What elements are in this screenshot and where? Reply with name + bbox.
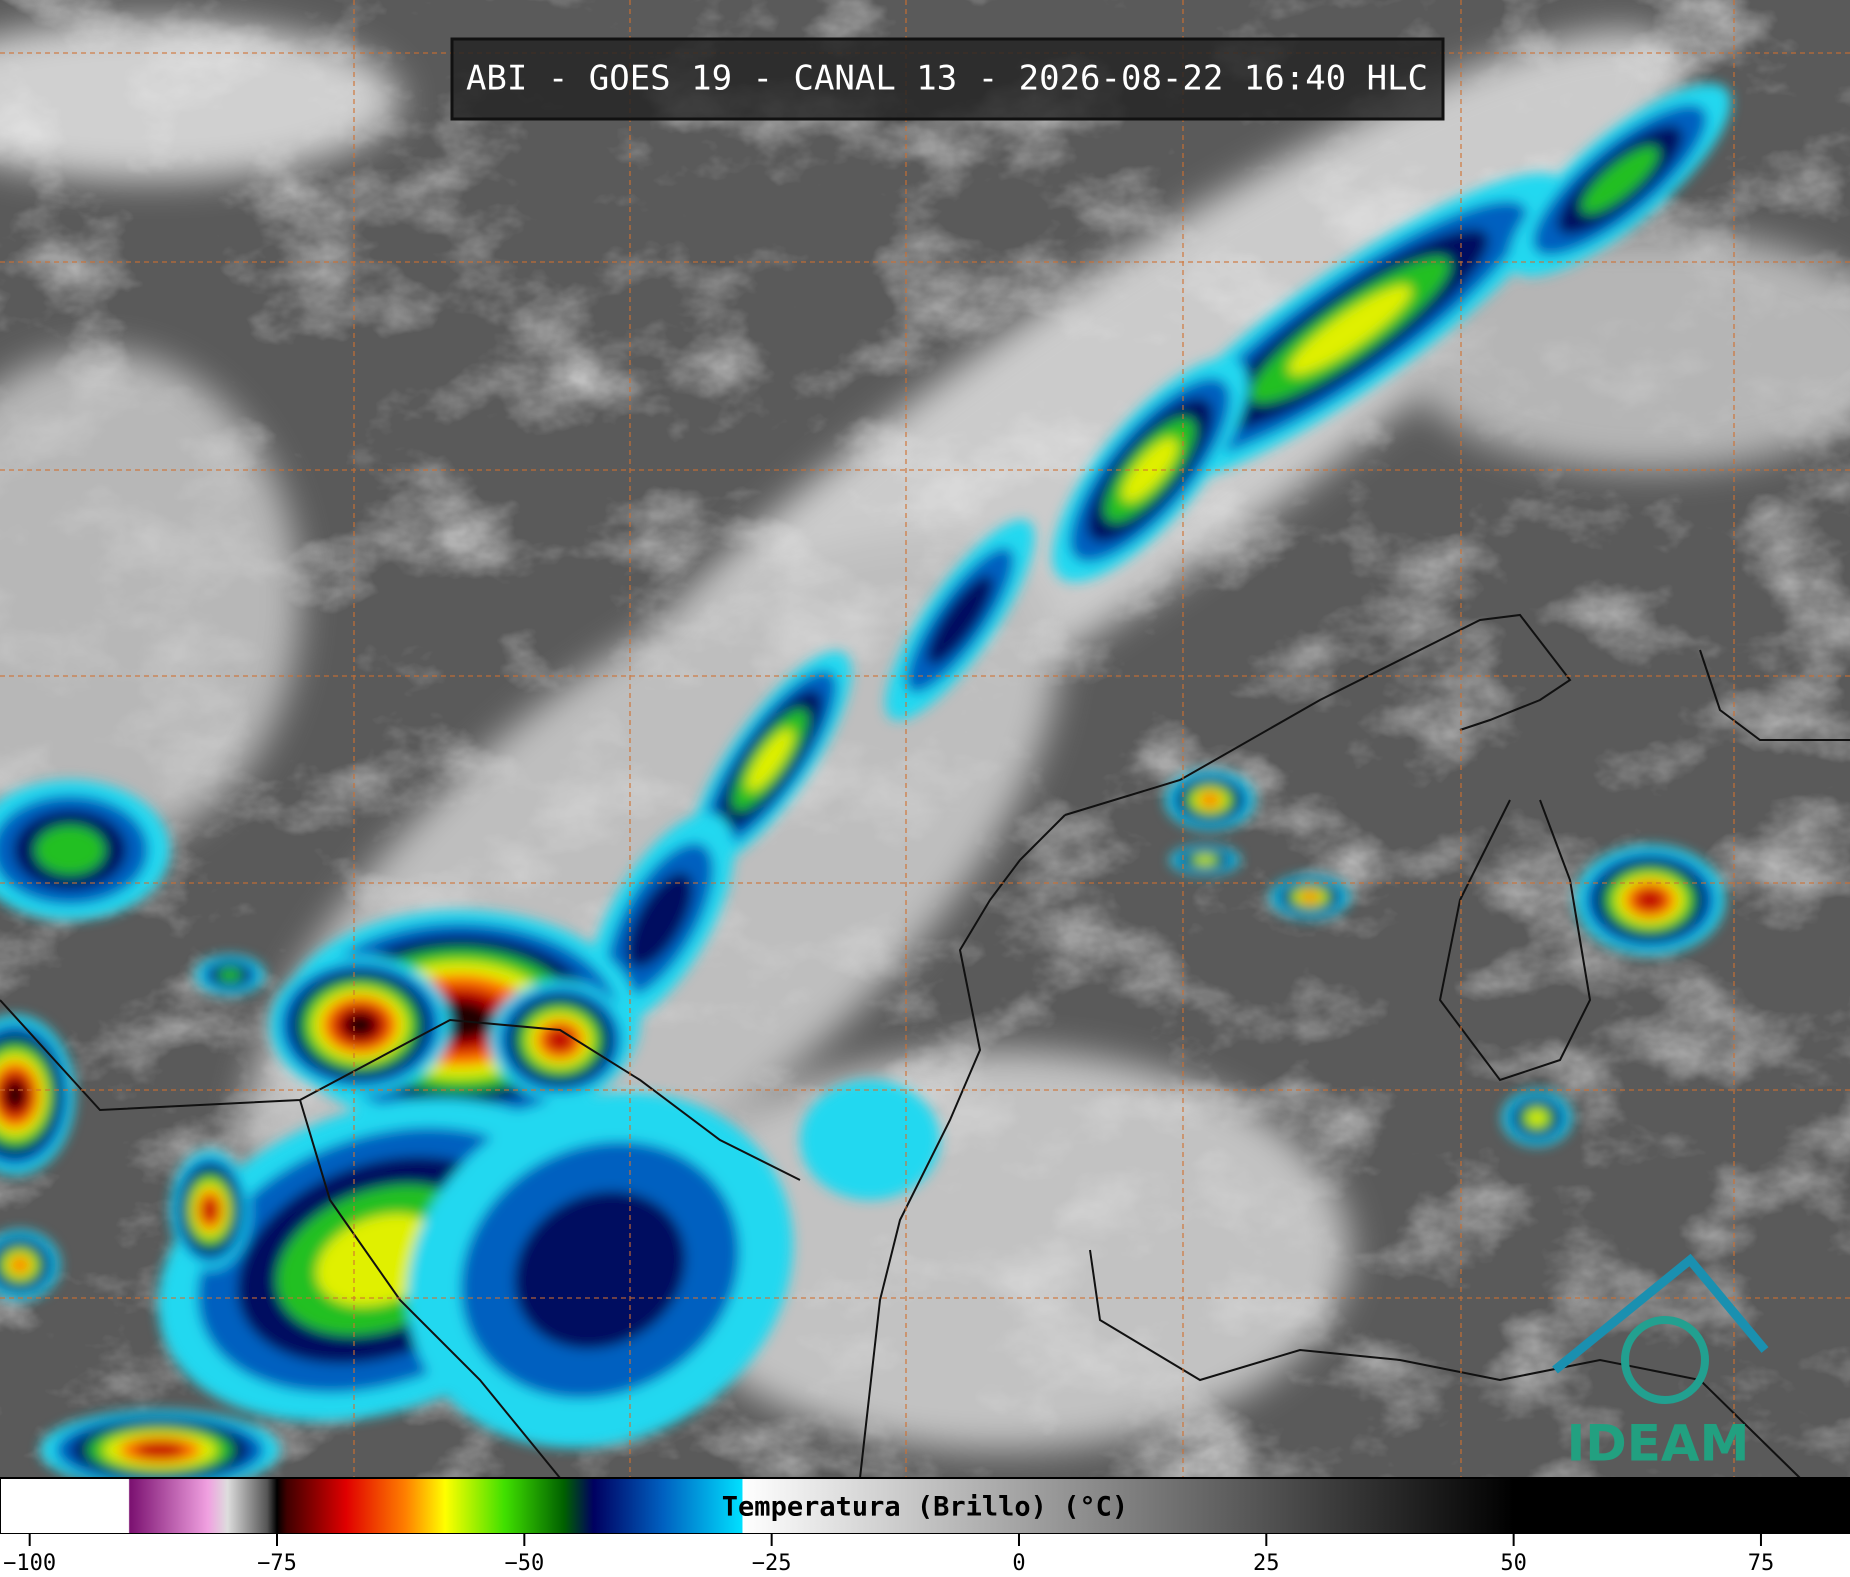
tick-label: 75 [1748,1551,1775,1576]
tick-label: −25 [752,1551,792,1576]
cell [35,825,105,875]
tick-area [0,1534,1850,1577]
cell [1634,888,1666,912]
tick-label: 50 [1500,1551,1527,1576]
tick-label: −50 [504,1551,544,1576]
colorbar [0,1477,1850,1535]
cell [1288,285,1412,375]
cell [1122,438,1178,502]
cell [134,1441,186,1459]
logo-text: IDEAM [1567,1415,1750,1473]
cell [343,1011,377,1039]
cell [1300,891,1320,903]
cell [926,575,994,665]
tick-label: 0 [1012,1551,1025,1576]
convective-cells [0,83,1732,1490]
cell [201,1197,219,1223]
logo: IDEAM [1552,1253,1769,1473]
tick-label: −100 [3,1551,56,1576]
cell [1581,146,1659,214]
cell [800,1080,940,1200]
colorbar-label: Temperatura (Brillo) (°C) [722,1492,1128,1523]
cell [627,872,693,968]
cell [514,1190,686,1350]
cell [1195,855,1215,865]
cell [3,1080,27,1110]
tick-label: −75 [257,1551,297,1576]
cell [217,968,243,982]
cell [746,728,794,792]
cell [10,1256,30,1274]
coastlines [0,613,1850,1479]
cell [1527,1110,1547,1126]
title-box [450,37,1445,121]
colorbar-ticks: −100 −75 −50 −25 0 25 50 75 [3,1534,1774,1576]
graticule [0,0,1850,1478]
tick-label: 25 [1253,1551,1280,1576]
cell [1199,792,1221,808]
title: ABI - GOES 19 - CANAL 13 - 2026-08-22 16… [466,59,1428,99]
